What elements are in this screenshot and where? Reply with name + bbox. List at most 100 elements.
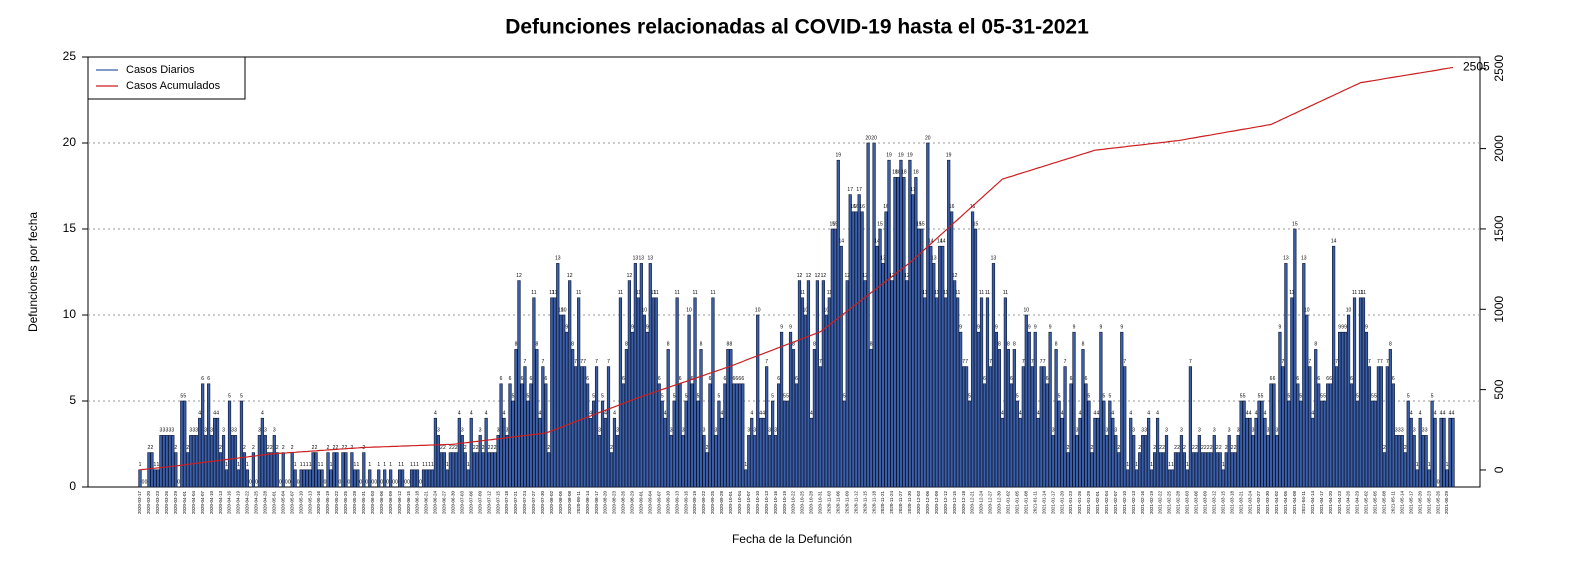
x-tick-label: 2020-09-25: [710, 491, 715, 515]
bar-value-label: 4: [762, 411, 765, 417]
x-tick-label: 2021-02-07: [1113, 491, 1118, 515]
x-tick-label: 2020-03-23: [155, 491, 160, 515]
bar-value-label: 11: [654, 290, 659, 296]
bar-value-label: 4: [664, 411, 667, 417]
x-tick-label: 2020-10-16: [773, 491, 778, 515]
bar: [824, 314, 828, 488]
bar: [1173, 452, 1178, 488]
end-value-label: 2505: [1463, 60, 1490, 74]
x-tick-label: 2021-02-01: [1095, 491, 1100, 515]
bar-value-label: 2: [482, 445, 485, 451]
bar-value-label: 3: [222, 428, 225, 434]
bar: [1406, 400, 1410, 488]
bar: [1018, 417, 1022, 488]
x-tick-label: 2021-03-27: [1256, 491, 1261, 515]
bar: [970, 211, 975, 488]
bar: [475, 452, 479, 488]
x-tick-label: 2020-07-09: [477, 491, 482, 515]
x-tick-label: 2020-12-12: [943, 491, 948, 515]
bar: [648, 263, 652, 488]
bar: [565, 331, 569, 488]
bar-value-label: 5: [697, 393, 700, 399]
bar-value-label: 7: [1377, 359, 1380, 365]
bar-value-label: 14: [1331, 239, 1337, 245]
bar-value-label: 4: [1246, 411, 1249, 417]
bar: [326, 452, 330, 488]
bar: [756, 314, 760, 488]
bar-value-label: 4: [1111, 411, 1114, 417]
bar-value-label: 1: [416, 462, 419, 468]
bar: [1308, 366, 1312, 488]
bar-value-label: 1: [1428, 462, 1431, 468]
bar-value-label: 13: [555, 256, 561, 262]
bar-value-label: 5: [1356, 393, 1359, 399]
bar: [1066, 452, 1070, 488]
bar-value-label: 1: [353, 462, 356, 468]
bar-value-label: 0: [386, 479, 389, 485]
bar: [684, 400, 688, 488]
bar-value-label: 5: [592, 393, 595, 399]
bar-value-label: 6: [1273, 376, 1276, 382]
x-tick-label: 2020-03-29: [173, 491, 178, 515]
bar-value-label: 6: [741, 376, 744, 382]
bar-value-label: 3: [753, 428, 756, 434]
bar: [1126, 469, 1130, 488]
bar-value-label: 3: [497, 428, 500, 434]
bar-value-label: 7: [1043, 359, 1046, 365]
bar-value-label: 1: [237, 462, 240, 468]
bar: [1358, 297, 1363, 488]
bar-value-label: 4: [470, 411, 473, 417]
bar: [774, 435, 778, 488]
bar-value-label: 9: [977, 325, 980, 331]
x-tick-label: 2021-04-23: [1337, 491, 1342, 515]
bar-value-label: 12: [627, 273, 633, 279]
bar-value-label: 5: [1261, 393, 1264, 399]
x-tick-label: 2021-03-18: [1229, 491, 1234, 515]
bar: [1048, 331, 1052, 488]
bar: [991, 263, 996, 488]
bar-value-label: 16: [859, 204, 865, 210]
cumulative-line: [139, 66, 1454, 471]
bar: [389, 469, 393, 488]
bar: [1415, 469, 1419, 488]
bar: [1239, 400, 1243, 488]
bar: [409, 469, 414, 488]
bar: [341, 452, 345, 488]
bar: [180, 400, 184, 488]
bar: [1385, 366, 1389, 488]
bar-value-label: 4: [1443, 411, 1446, 417]
bar: [1296, 383, 1300, 488]
bar-value-label: 11: [934, 290, 939, 296]
bar: [759, 417, 763, 488]
bar: [1242, 400, 1246, 488]
bar: [550, 297, 554, 488]
bar-value-label: 10: [803, 307, 809, 313]
x-tick-label: 2020-07-12: [486, 491, 491, 515]
bar: [362, 452, 366, 488]
bar: [487, 452, 491, 488]
bar: [1355, 400, 1360, 488]
bar: [213, 417, 217, 488]
bar-value-label: 2: [1216, 445, 1219, 451]
bar: [744, 469, 748, 488]
bar-value-label: 1: [321, 462, 324, 468]
bar: [1233, 452, 1237, 488]
bar-value-label: 3: [1105, 428, 1108, 434]
x-tick-label: 2020-10-22: [791, 491, 796, 515]
bar-value-label: 3: [168, 428, 171, 434]
bar-value-label: 1: [1446, 462, 1449, 468]
bar: [1260, 400, 1264, 488]
bar: [812, 349, 817, 488]
bar: [1141, 435, 1145, 488]
bar: [1320, 400, 1324, 488]
bar-value-label: 14: [928, 239, 934, 245]
bar-value-label: 6: [732, 376, 735, 382]
bar-value-label: 1: [225, 462, 228, 468]
x-tick-label: 2021-02-16: [1140, 491, 1145, 515]
bar-value-label: 4: [1410, 411, 1413, 417]
bar-value-label: 1: [368, 462, 371, 468]
bar-value-label: 2: [282, 445, 285, 451]
bar: [1236, 435, 1240, 488]
bar: [857, 194, 861, 488]
bar-value-label: 13: [931, 256, 937, 262]
